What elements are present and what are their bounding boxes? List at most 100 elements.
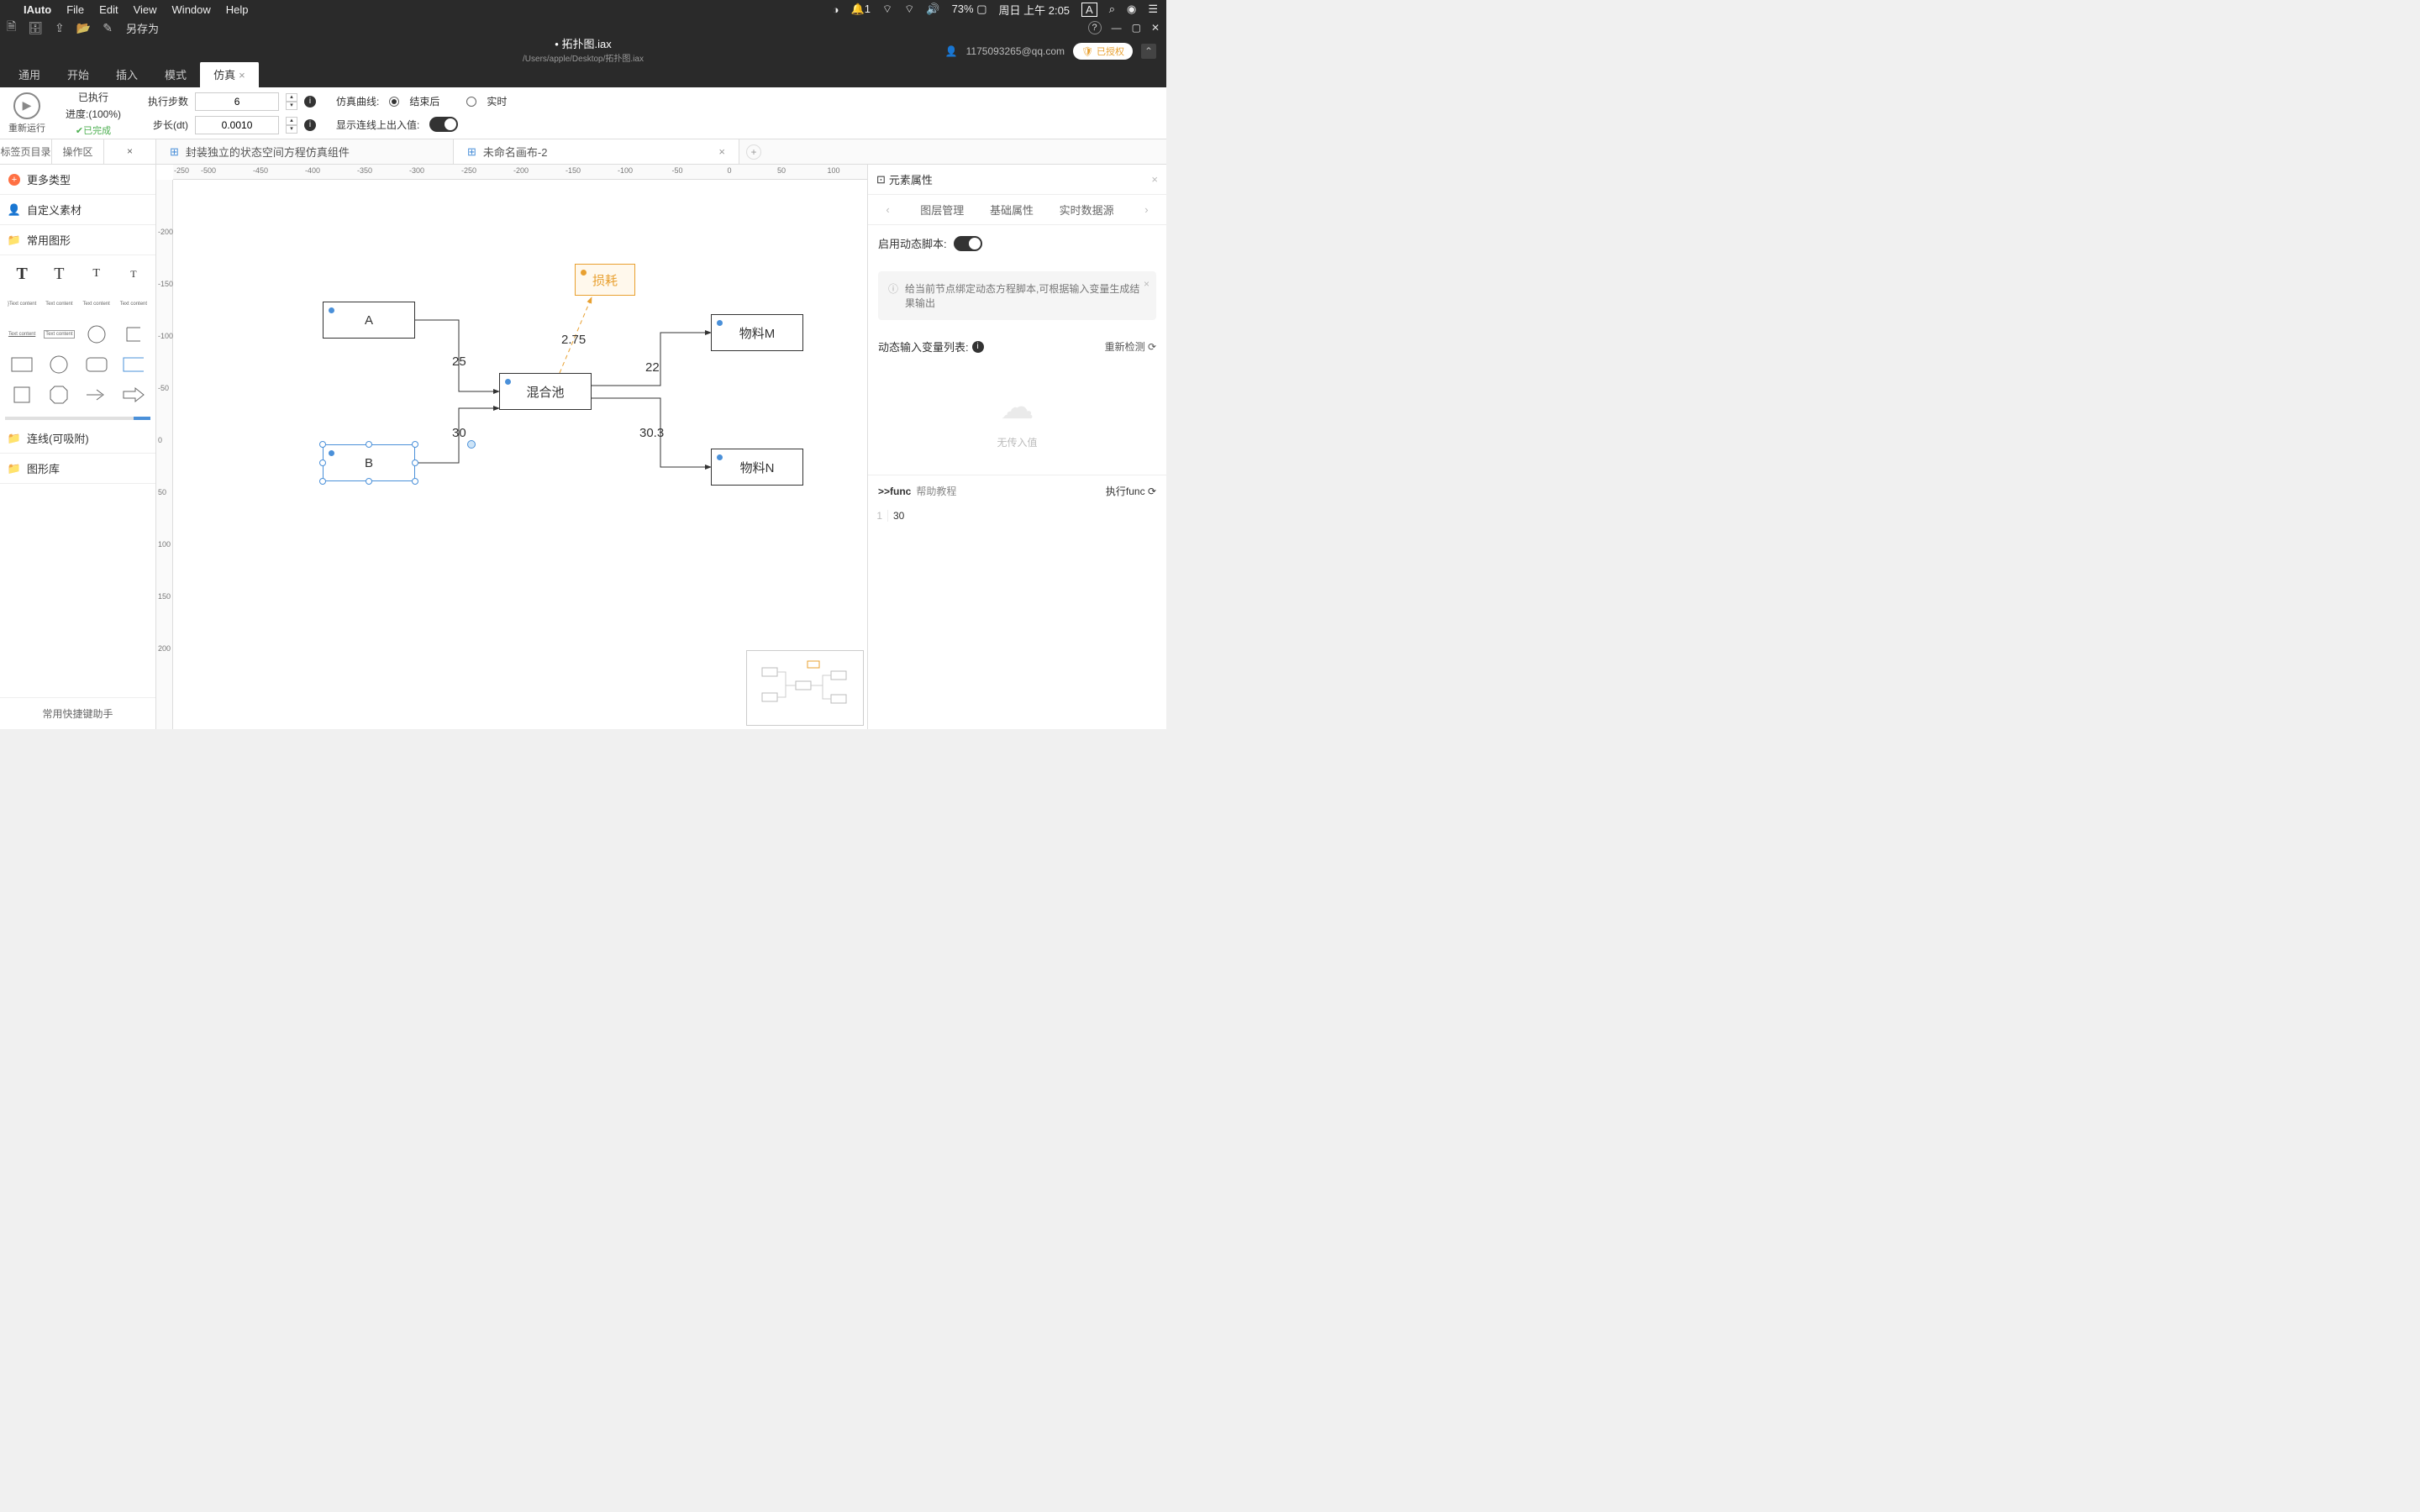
doctab-1[interactable]: ⊞ 封装独立的状态空间方程仿真组件 (156, 139, 454, 164)
rp-tab-layers[interactable]: 图层管理 (920, 202, 964, 218)
minimize-icon[interactable]: — (1112, 22, 1122, 34)
run-func-button[interactable]: 执行func ⟳ (1106, 484, 1156, 498)
menu-window[interactable]: Window (172, 3, 211, 16)
info-close-icon[interactable]: × (1144, 278, 1150, 290)
node-a[interactable]: A (323, 302, 415, 339)
shape-brace-l[interactable]: }Text content (5, 291, 39, 318)
canvas-area[interactable]: -250 -500 -450 -400 -350 -300 -250 -200 … (156, 165, 867, 729)
menu-view[interactable]: View (134, 3, 157, 16)
panel-close-icon[interactable]: × (1151, 173, 1158, 186)
node-m[interactable]: 物料M (711, 314, 803, 351)
doctab-close-icon[interactable]: × (718, 145, 725, 158)
tab-prev-icon[interactable]: ‹ (881, 203, 894, 216)
help-icon[interactable]: ? (1088, 21, 1102, 34)
tab-general[interactable]: 通用 (5, 61, 54, 87)
code-editor[interactable]: 1 30 (868, 507, 1166, 525)
add-tab-button[interactable]: + (746, 144, 761, 160)
shape-text[interactable]: T (42, 260, 76, 287)
maximize-icon[interactable]: ▢ (1132, 22, 1141, 34)
battery-status[interactable]: 73% ▢ (952, 3, 987, 16)
redetect-button[interactable]: 重新检测 ⟳ (1105, 339, 1156, 354)
shape-square[interactable] (5, 381, 39, 408)
export-icon[interactable]: ⇪ (55, 21, 65, 35)
node-b[interactable]: B (323, 444, 415, 481)
minimap[interactable] (746, 650, 864, 726)
cat-common-shapes[interactable]: 📁常用图形 (0, 225, 155, 255)
shape-text-small[interactable]: T (80, 260, 113, 287)
database-icon[interactable]: 🗄 (28, 21, 43, 35)
code-text[interactable]: 30 (888, 510, 904, 522)
shape-octagon[interactable] (42, 381, 76, 408)
rp-tab-datasource[interactable]: 实时数据源 (1060, 202, 1114, 218)
left-tab-close-icon[interactable]: × (104, 139, 156, 164)
shape-text-tiny[interactable]: T (117, 260, 150, 287)
show-io-toggle[interactable] (429, 117, 458, 132)
ime-indicator[interactable]: A (1081, 3, 1097, 17)
open-icon[interactable]: 📂 (76, 21, 91, 35)
shape-brace-r[interactable]: Text content (117, 291, 150, 318)
steps-spinner[interactable]: ▴▾ (286, 93, 297, 110)
edit-icon[interactable]: ✎ (103, 21, 113, 35)
info-icon[interactable]: i (304, 96, 316, 108)
shape-brace-top[interactable]: Text content (42, 291, 76, 318)
save-icon[interactable]: 🗎 (7, 18, 16, 38)
tab-start[interactable]: 开始 (54, 61, 103, 87)
cat-more-types[interactable]: +更多类型 (0, 165, 155, 195)
shape-arrow-block[interactable] (117, 381, 150, 408)
save-as-button[interactable]: 另存为 (126, 20, 159, 36)
shortcut-help[interactable]: 常用快捷键助手 (0, 697, 155, 729)
shape-box-text[interactable]: Text content (42, 321, 76, 348)
wifi-icon[interactable]: ⌔ (904, 3, 914, 16)
siri-icon[interactable]: ◉ (1127, 3, 1136, 16)
tab-next-icon[interactable]: › (1139, 203, 1153, 216)
info-icon[interactable]: i (972, 341, 984, 353)
control-center-icon[interactable]: ☰ (1148, 3, 1158, 16)
node-n[interactable]: 物料N (711, 449, 803, 486)
cat-connectors[interactable]: 📁连线(可吸附) (0, 423, 155, 454)
menu-edit[interactable]: Edit (99, 3, 118, 16)
tab-mode[interactable]: 模式 (151, 61, 200, 87)
left-tab-ops[interactable]: 操作区 (52, 139, 104, 164)
menu-file[interactable]: File (66, 3, 84, 16)
menu-help[interactable]: Help (226, 3, 249, 16)
shape-arrow[interactable] (80, 381, 113, 408)
radio-realtime[interactable] (466, 97, 476, 107)
shape-circle[interactable] (80, 321, 113, 348)
tab-insert[interactable]: 插入 (103, 61, 151, 87)
bluetooth-icon[interactable]: ⌔ (882, 3, 892, 16)
spotlight-icon[interactable]: ⌕ (1109, 3, 1115, 16)
rp-tab-basic[interactable]: 基础属性 (990, 202, 1034, 218)
radio-after[interactable] (389, 97, 399, 107)
shape-halfbox[interactable] (117, 321, 150, 348)
connection-port[interactable] (467, 440, 476, 449)
node-loss[interactable]: 损耗 (575, 264, 635, 296)
shape-openrect[interactable] (117, 351, 150, 378)
cat-shape-lib[interactable]: 📁图形库 (0, 454, 155, 484)
status-icon[interactable]: ◑ (833, 3, 839, 16)
shape-underline[interactable]: Text content (5, 321, 39, 348)
collapse-icon[interactable]: ⌃ (1141, 44, 1156, 59)
doctab-2[interactable]: ⊞ 未命名画布-2 × (454, 139, 739, 164)
node-mix[interactable]: 混合池 (499, 373, 592, 410)
tab-close-icon[interactable]: × (239, 69, 245, 81)
dt-input[interactable] (195, 116, 279, 134)
shape-circle2[interactable] (42, 351, 76, 378)
app-name[interactable]: IAuto (24, 3, 51, 16)
play-button[interactable]: ▶ (13, 92, 40, 119)
enable-script-toggle[interactable] (954, 236, 982, 251)
cat-custom[interactable]: 👤自定义素材 (0, 195, 155, 225)
canvas[interactable]: A B 混合池 损耗 物料M (173, 180, 867, 729)
shape-rect[interactable] (5, 351, 39, 378)
volume-icon[interactable]: 🔊 (926, 3, 939, 16)
left-tab-toc[interactable]: 标签页目录 (0, 139, 52, 164)
steps-input[interactable] (195, 92, 279, 111)
notification-icon[interactable]: 🔔1 (851, 3, 871, 16)
info-icon[interactable]: i (304, 119, 316, 131)
shape-brace-text[interactable]: Text content (80, 291, 113, 318)
shape-text-bold[interactable]: T (5, 260, 39, 287)
func-help[interactable]: 帮助教程 (916, 484, 956, 498)
shape-roundrect[interactable] (80, 351, 113, 378)
datetime[interactable]: 周日 上午 2:05 (999, 2, 1071, 18)
close-icon[interactable]: ✕ (1151, 22, 1160, 34)
tab-simulation[interactable]: 仿真× (200, 61, 259, 87)
